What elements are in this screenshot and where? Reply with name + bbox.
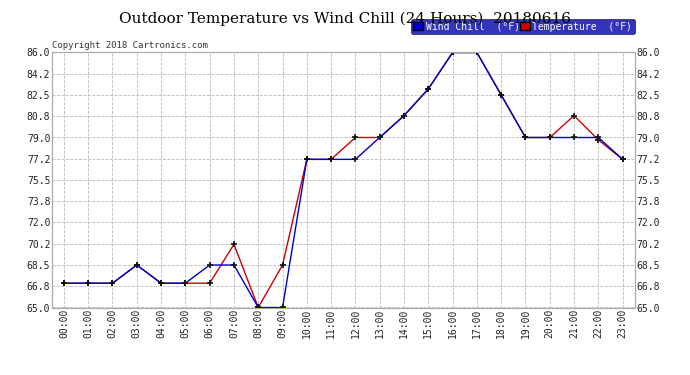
Text: Copyright 2018 Cartronics.com: Copyright 2018 Cartronics.com <box>52 41 208 50</box>
Legend: Wind Chill  (°F), Temperature  (°F): Wind Chill (°F), Temperature (°F) <box>411 20 635 34</box>
Text: Outdoor Temperature vs Wind Chill (24 Hours)  20180616: Outdoor Temperature vs Wind Chill (24 Ho… <box>119 11 571 26</box>
